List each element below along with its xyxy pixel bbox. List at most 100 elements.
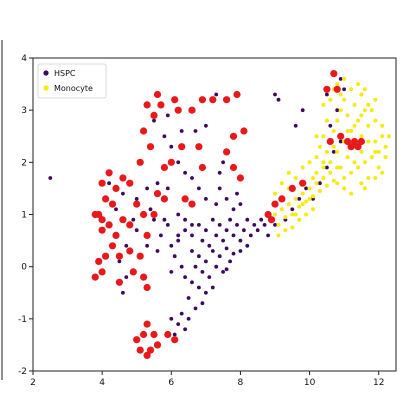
data-point-hspc xyxy=(245,243,250,248)
data-point-monocyte xyxy=(369,108,374,113)
data-point-hspc xyxy=(262,223,267,227)
highlight-point xyxy=(160,195,168,203)
highlight-point xyxy=(178,143,186,151)
data-point-hspc xyxy=(325,165,329,170)
data-point-monocyte xyxy=(307,196,312,201)
data-point-hspc xyxy=(252,223,257,227)
highlight-point xyxy=(95,257,103,265)
data-point-monocyte xyxy=(349,129,354,133)
highlight-point xyxy=(126,179,134,187)
data-point-hspc xyxy=(172,254,177,259)
data-point-hspc xyxy=(242,228,246,233)
data-point-monocyte xyxy=(335,165,340,170)
data-point-monocyte xyxy=(317,144,322,149)
highlight-point xyxy=(105,169,113,177)
data-point-hspc xyxy=(231,251,236,256)
highlight-point xyxy=(140,330,148,339)
data-point-hspc xyxy=(176,322,181,326)
highlight-point xyxy=(126,221,134,229)
data-point-hspc xyxy=(338,139,343,144)
data-point-hspc xyxy=(159,233,163,238)
data-point-monocyte xyxy=(383,144,388,149)
data-point-hspc xyxy=(134,197,139,201)
data-point-hspc xyxy=(165,113,170,118)
data-point-monocyte xyxy=(362,160,367,165)
data-point-hspc xyxy=(231,233,236,238)
data-point-hspc xyxy=(179,311,184,316)
data-point-hspc xyxy=(221,270,226,274)
highlight-point xyxy=(143,320,151,328)
highlight-point xyxy=(198,163,206,172)
data-point-hspc xyxy=(190,223,194,227)
data-point-hspc xyxy=(204,290,208,295)
data-point-hspc xyxy=(328,123,333,128)
highlight-point xyxy=(209,96,217,104)
highlight-point xyxy=(198,96,206,104)
highlight-point xyxy=(330,70,338,78)
highlight-point xyxy=(271,200,279,208)
data-point-monocyte xyxy=(366,176,371,180)
data-point-monocyte xyxy=(328,97,333,102)
highlight-point xyxy=(143,231,151,239)
data-point-monocyte xyxy=(338,165,343,170)
highlight-point xyxy=(164,330,172,339)
data-point-hspc xyxy=(231,207,236,212)
data-point-hspc xyxy=(152,217,156,222)
highlight-point xyxy=(350,137,359,146)
data-point-monocyte xyxy=(317,189,322,193)
data-point-monocyte xyxy=(300,165,305,170)
data-point-hspc xyxy=(183,228,188,233)
x-tick-label: 4 xyxy=(99,378,105,388)
highlight-point xyxy=(102,195,110,203)
data-point-monocyte xyxy=(328,170,333,175)
data-point-hspc xyxy=(273,92,277,97)
data-point-hspc xyxy=(245,217,250,222)
data-point-hspc xyxy=(238,238,243,243)
highlight-point xyxy=(160,163,168,172)
y-tick-label: 3 xyxy=(21,106,27,116)
data-point-monocyte xyxy=(321,160,326,165)
data-point-hspc xyxy=(217,186,222,191)
data-point-hspc xyxy=(197,186,201,191)
data-point-hspc xyxy=(124,275,129,279)
data-point-hspc xyxy=(183,170,188,175)
highlight-point xyxy=(153,341,162,349)
highlight-point xyxy=(326,137,334,146)
highlight-point xyxy=(112,231,120,239)
data-point-hspc xyxy=(217,170,222,175)
data-point-monocyte xyxy=(362,108,367,113)
data-point-monocyte xyxy=(383,155,388,160)
highlight-point xyxy=(153,90,162,99)
data-point-monocyte xyxy=(373,97,378,102)
data-point-hspc xyxy=(197,254,201,259)
data-point-hspc xyxy=(186,296,191,300)
data-point-monocyte xyxy=(342,186,347,191)
data-point-hspc xyxy=(197,285,201,290)
legend-marker-monocyte xyxy=(43,85,49,91)
data-point-monocyte xyxy=(359,181,364,186)
data-point-monocyte xyxy=(338,108,343,113)
highlight-point xyxy=(278,195,286,203)
y-tick-label: -1 xyxy=(18,315,27,325)
highlight-point xyxy=(146,143,155,151)
data-point-monocyte xyxy=(369,155,374,160)
highlight-point xyxy=(344,137,352,146)
data-point-hspc xyxy=(266,233,270,238)
highlight-point xyxy=(233,90,241,99)
highlight-point xyxy=(98,216,106,224)
highlight-point xyxy=(140,273,148,281)
data-point-hspc xyxy=(207,275,212,279)
highlight-point xyxy=(288,184,296,192)
data-point-monocyte xyxy=(342,97,347,102)
highlight-point xyxy=(240,127,248,135)
x-tick-label: 2 xyxy=(30,378,36,388)
highlight-point xyxy=(143,101,151,109)
data-point-hspc xyxy=(304,186,308,191)
data-point-monocyte xyxy=(349,87,354,92)
highlight-point xyxy=(195,143,203,151)
highlight-point xyxy=(108,200,117,208)
data-point-monocyte xyxy=(293,212,298,217)
data-point-hspc xyxy=(335,108,340,113)
